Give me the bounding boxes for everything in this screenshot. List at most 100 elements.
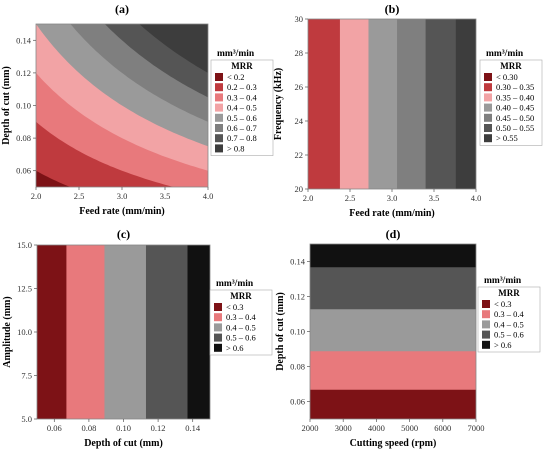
plot-area-d — [310, 244, 476, 419]
legend-swatch — [482, 340, 490, 349]
y-tick-label: 0.10 — [290, 327, 305, 337]
legend-swatch — [215, 144, 223, 153]
x-tick-label: 2.0 — [303, 193, 314, 203]
y-tick-label: 15.0 — [17, 240, 32, 250]
legend-label: > 0.6 — [226, 343, 244, 353]
y-axis-label: Frequency (kHz) — [273, 68, 284, 140]
legend-label: 0.2 – 0.3 — [227, 82, 257, 92]
legend-label: 0.5 – 0.6 — [226, 333, 256, 343]
legend-swatch — [214, 333, 222, 342]
legend-title: MRR — [230, 291, 252, 301]
y-tick-label: 12.5 — [17, 284, 32, 294]
y-tick-label: 0.14 — [16, 35, 32, 45]
y-tick-label: 5.0 — [21, 414, 32, 424]
legend-swatch — [482, 310, 490, 319]
legend-swatch — [214, 343, 222, 352]
contour-band — [455, 19, 476, 189]
panel-d: 2000 3000 4000 5000 6000 7000 0.06 0.08 0.10 0.12… — [275, 227, 541, 449]
x-tick-label: 2.5 — [74, 191, 85, 201]
y-tick-label: 24 — [295, 116, 304, 126]
legend-swatch — [214, 303, 222, 311]
contour-region — [36, 121, 174, 187]
x-tick-label: 4000 — [368, 423, 385, 433]
contour-band — [310, 389, 476, 419]
x-tick-label: 0.14 — [185, 423, 201, 433]
legend-swatch — [215, 103, 223, 112]
legend-unit: mm³/min — [216, 279, 254, 289]
y-axis-label: Amplitude (mm) — [2, 296, 13, 367]
legend-title: MRR — [500, 61, 522, 71]
x-tick-label: 3.5 — [429, 193, 440, 203]
legend-swatch — [484, 134, 492, 143]
x-axis-label: Feed rate (mm/min) — [349, 208, 435, 219]
y-axis-label: Depth of cut (mm) — [1, 66, 12, 145]
contour-band — [145, 245, 189, 419]
y-tick-label: 10.0 — [17, 327, 32, 337]
x-tick-label: 2000 — [302, 423, 319, 433]
legend-d: mm³/min MRR< 0.30.3 – 0.40.4 – 0.50.5 – 0… — [477, 276, 541, 353]
panel-title: (d) — [386, 227, 401, 241]
legend-label: < 0.3 — [226, 302, 244, 312]
legend-label: 0.45 – 0.50 — [496, 113, 534, 123]
y-tick-label: 0.06 — [290, 397, 305, 407]
x-tick-label: 2.5 — [345, 193, 356, 203]
x-tick-label: 4.0 — [203, 191, 214, 201]
legend-label: 0.4 – 0.5 — [227, 103, 257, 113]
x-axis-label: Cutting speed (rpm) — [350, 438, 437, 449]
legend-swatch — [215, 83, 223, 92]
legend-swatch — [214, 313, 222, 322]
legend-swatch — [215, 134, 223, 143]
y-tick-label: 0.12 — [16, 68, 31, 78]
x-tick-label: 0.06 — [47, 423, 62, 433]
legend-c: mm³/min MRR< 0.30.3 – 0.40.4 – 0.50.5 – 0… — [209, 279, 273, 356]
legend-swatch — [484, 73, 492, 81]
legend-swatch — [214, 323, 222, 332]
y-tick-label: 0.10 — [16, 101, 31, 111]
contour-band — [310, 266, 476, 310]
legend-label: 0.3 – 0.4 — [227, 92, 258, 102]
legend-unit: mm³/min — [484, 276, 522, 286]
legend-title: MRR — [231, 61, 253, 71]
x-tick-label: 3000 — [335, 423, 352, 433]
legend-label: < 0.2 — [227, 72, 245, 82]
contour-band — [310, 308, 476, 352]
x-tick-label: 0.10 — [116, 423, 131, 433]
contour-band — [310, 350, 476, 390]
legend-label: > 0.6 — [494, 340, 512, 350]
legend-swatch — [482, 320, 490, 329]
legend-label: 0.30 – 0.35 — [496, 82, 534, 92]
legend-label: 0.3 – 0.4 — [494, 309, 525, 319]
legend-swatch — [482, 300, 490, 308]
legend-label: 0.3 – 0.4 — [226, 312, 257, 322]
x-tick-label: 0.08 — [81, 423, 96, 433]
y-tick-label: 0.06 — [16, 166, 31, 176]
x-axis-label: Feed rate (mm/min) — [79, 206, 165, 217]
y-tick-label: 30 — [295, 14, 304, 24]
x-tick-label: 3.0 — [117, 191, 128, 201]
legend-swatch — [484, 93, 492, 102]
legend-swatch — [484, 124, 492, 132]
legend-label: 0.40 – 0.45 — [496, 103, 534, 113]
legend-swatch — [484, 113, 492, 122]
contour-band — [37, 245, 67, 419]
contour-band — [339, 19, 369, 189]
legend-swatch — [215, 124, 223, 132]
plot-area-c — [37, 245, 210, 419]
plot-area-a — [36, 24, 208, 187]
legend-label: 0.35 – 0.40 — [496, 92, 534, 102]
panel-title: (c) — [117, 227, 130, 241]
contour-band — [368, 19, 398, 189]
legend-label: < 0.30 — [496, 72, 518, 82]
contour-band — [310, 244, 476, 268]
legend-a: mm³/min MRR< 0.20.2 – 0.30.3 – 0.40.4 – 0… — [210, 49, 274, 156]
contour-band — [397, 19, 427, 189]
contour-band — [104, 245, 147, 419]
x-axis-label: Depth of cut (mm) — [84, 438, 163, 449]
x-tick-label: 3.5 — [160, 191, 171, 201]
panel-title: (a) — [115, 2, 129, 16]
contour-region — [36, 170, 71, 187]
plot-area-b — [308, 19, 476, 189]
legend-label: > 0.55 — [496, 133, 518, 143]
legend-title: MRR — [498, 288, 520, 298]
